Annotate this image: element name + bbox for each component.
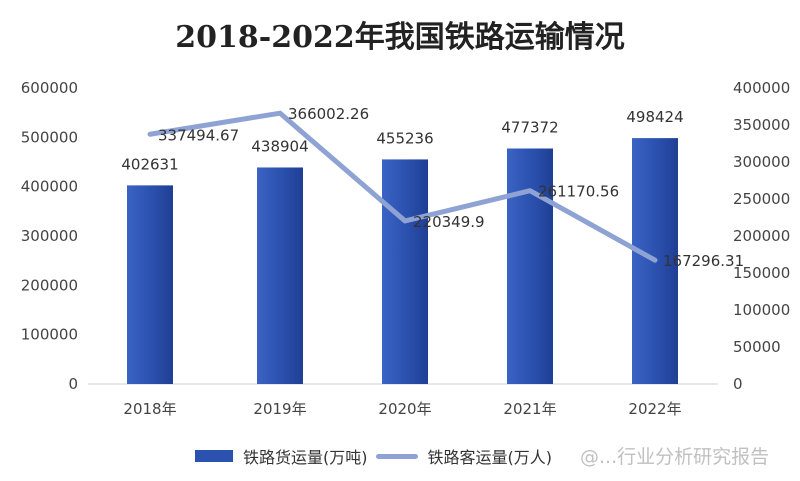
watermark: @...行业分析研究报告: [580, 446, 770, 468]
bar-data-label: 477372: [501, 118, 558, 136]
y-right-tick: 400000: [733, 79, 790, 97]
legend: 铁路货运量(万吨) 铁路客运量(万人): [195, 444, 552, 468]
y-right-tick: 150000: [733, 264, 790, 282]
x-tick: 2021年: [503, 400, 556, 418]
y-right-tick: 50000: [733, 338, 781, 356]
y-right-tick: 250000: [733, 190, 790, 208]
line-data-label: 167296.31: [663, 252, 744, 270]
bar-data-label: 455236: [376, 129, 433, 147]
y-right-tick: 0: [733, 375, 743, 393]
legend-swatch-line: [375, 453, 418, 459]
y-right-tick: 350000: [733, 116, 790, 134]
bar: [382, 159, 428, 384]
bar: [257, 167, 303, 384]
bar: [127, 185, 173, 384]
y-left-tick: 600000: [21, 79, 78, 97]
line-data-label: 366002.26: [288, 105, 369, 123]
x-tick: 2018年: [123, 400, 176, 418]
x-tick: 2019年: [253, 400, 306, 418]
legend-label-passenger: 铁路客运量(万人): [427, 448, 553, 467]
x-tick: 2020年: [378, 400, 431, 418]
chart-title: 2018-2022年我国铁路运输情况: [175, 20, 625, 55]
y-left-tick: 500000: [21, 128, 78, 146]
y-right-tick: 200000: [733, 227, 790, 245]
y-left-tick: 0: [68, 375, 78, 393]
y-left-tick: 300000: [21, 227, 78, 245]
passenger-line: [147, 110, 658, 263]
bar: [507, 148, 553, 384]
y-right-tick: 100000: [733, 301, 790, 319]
bar-data-label: 498424: [626, 108, 683, 126]
legend-swatch-bar: [195, 450, 233, 462]
x-tick: 2022年: [628, 400, 681, 418]
bar-data-label: 402631: [121, 155, 178, 173]
line-data-label: 220349.9: [413, 213, 485, 231]
y-left-tick: 200000: [21, 276, 78, 294]
y-right-tick: 300000: [733, 153, 790, 171]
line-data-label: 337494.67: [158, 126, 239, 144]
bar-data-label: 438904: [251, 137, 308, 155]
y-left-tick: 100000: [21, 326, 78, 344]
y-left-tick: 400000: [21, 178, 78, 196]
line-data-label: 261170.56: [538, 183, 619, 201]
legend-label-freight: 铁路货运量(万吨): [243, 448, 368, 467]
